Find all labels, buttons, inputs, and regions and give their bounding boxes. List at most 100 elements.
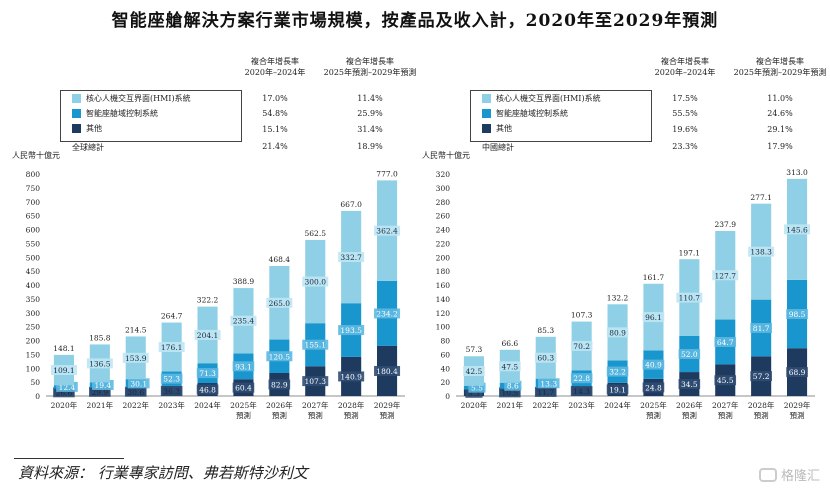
x-tick-label: 預測 [344,410,359,420]
data-label-domain: 193.5 [340,326,362,335]
china-panel: 複合年增長率 2020年–2024年 複合年增長率 2025年預測–2029年預… [420,30,820,450]
y-axis-label: 人民幣十億元 [422,150,470,160]
total-label: 468.4 [269,255,291,264]
data-label-hmi: 96.1 [645,313,662,322]
y-tick-label: 750 [26,184,41,193]
data-label-hmi: 332.7 [340,253,362,262]
total-label: 85.3 [537,326,554,335]
y-tick-label: 400 [26,281,41,290]
global-stacked-bar-chart: 人民幣十億元 0 50 100 150 200 250 300 350 400 450 500 550 6… [10,148,420,448]
y-tick-label: 60 [440,350,450,359]
data-label-other: 82.9 [271,380,288,389]
global-panel: 複合年增長率 2020年–2024年 複合年增長率 2025年預測–2029年預… [10,30,410,450]
data-label-domain: 52.0 [681,350,698,359]
legend-label-hmi: 核心人機交互界面(HMI)系統 [86,93,191,104]
x-tick-label: 2023年 [568,400,595,410]
data-label-hmi: 127.7 [715,271,737,280]
legend-item-domain: 智能座艙域控制系統 [482,107,568,120]
cagr-other-1: 15.1% [235,125,315,134]
data-label-domain: 13.3 [540,379,557,388]
x-tick-label: 2029年 [374,400,401,410]
logo: 格隆汇 [759,465,820,484]
cagr-domain-2: 24.6% [740,109,820,118]
y-tick-label: 200 [26,337,41,346]
x-tick-label: 2021年 [87,400,114,410]
total-label: 322.2 [197,296,219,305]
y-axis-label: 人民幣十億元 [12,150,60,160]
legend-label-other: 其他 [86,123,102,134]
x-tick-label: 預測 [682,410,697,420]
data-label-hmi: 70.2 [573,342,590,351]
x-tick-label: 預測 [754,410,769,420]
x-tick-label: 2024年 [604,400,631,410]
data-label-other: 34.5 [681,380,698,389]
y-tick-label: 180 [436,267,451,276]
x-tick-label: 2024年 [194,400,221,410]
legend-label-domain: 智能座艙域控制系統 [86,108,158,119]
total-label: 107.3 [571,311,593,320]
y-tick-label: 300 [436,184,451,193]
data-label-domain: 22.8 [573,374,590,383]
x-tick-label: 2021年 [497,400,524,410]
data-label-other: 45.5 [717,376,734,385]
total-label: 214.5 [125,325,147,334]
y-tick-label: 20 [440,378,450,387]
data-label-hmi: 42.5 [466,367,483,376]
cagr-hmi-2: 11.4% [330,94,410,103]
data-label-hmi: 109.1 [53,366,74,375]
data-label-domain: 30.1 [130,379,147,388]
data-label-hmi: 176.1 [161,343,182,352]
legend-swatch-other [72,124,81,133]
data-label-hmi: 362.4 [376,227,398,236]
cagr-domain-1: 55.5% [645,109,725,118]
cagr-hmi-2: 11.0% [740,94,820,103]
data-label-domain: 234.2 [376,309,398,318]
data-label-domain: 8.6 [507,382,519,391]
data-label-hmi: 47.5 [501,362,518,371]
data-label-hmi: 265.0 [269,299,291,308]
x-tick-label: 2025年 [640,400,667,410]
x-tick-label: 2022年 [532,400,559,410]
page-title: 智能座艙解決方案行業市場規模，按產品及收入計，2020年至2029年預測 [0,6,830,31]
data-label-other: 24.8 [645,383,662,392]
data-label-other: 14.3 [573,387,590,396]
data-label-hmi: 138.3 [750,248,772,257]
data-label-hmi: 136.5 [89,359,111,368]
data-label-other: 60.4 [235,384,252,393]
cagr-domain-2: 25.9% [330,109,410,118]
data-label-domain: 155.1 [305,341,326,350]
data-label-domain: 52.3 [163,375,180,384]
total-label: 197.1 [679,248,700,257]
total-label: 388.9 [233,277,255,286]
china-stacked-bar-chart: 人民幣十億元0204060801001201401601802002202402… [420,148,830,448]
legend-item-hmi: 核心人機交互界面(HMI)系統 [482,92,601,105]
cagr-header-2: 複合年增長率 2025年預測–2029年預測 [310,56,430,78]
total-label: 313.0 [786,168,808,177]
total-label: 161.7 [643,273,665,282]
x-tick-label: 2026年 [676,400,703,410]
y-tick-label: 260 [436,212,451,221]
total-label: 777.0 [376,169,398,178]
y-tick-label: 650 [26,212,41,221]
data-label-other: 180.4 [376,367,398,376]
legend-label-domain: 智能座艙域控制系統 [496,108,568,119]
data-label-hmi: 235.4 [233,317,255,326]
cagr-other-1: 19.6% [645,125,725,134]
legend-label-other: 其他 [496,123,512,134]
x-tick-label: 預測 [380,410,395,420]
source-divider [14,458,124,459]
cagr-other-2: 31.4% [330,125,410,134]
data-label-hmi: 110.7 [679,294,701,303]
x-tick-label: 預測 [236,410,251,420]
legend-table: 複合年增長率 2020年–2024年 複合年增長率 2025年預測–2029年預… [10,30,410,155]
data-label-domain: 71.3 [199,369,216,378]
data-label-other: 30.6 [127,388,144,397]
x-tick-label: 2028年 [748,400,775,410]
y-tick-label: 600 [26,226,41,235]
y-tick-label: 150 [26,350,41,359]
x-tick-label: 2027年 [302,400,329,410]
cagr-other-2: 29.1% [740,125,820,134]
total-label: 57.3 [466,345,483,354]
data-label-hmi: 80.9 [609,328,626,337]
total-label: 264.7 [161,312,183,321]
